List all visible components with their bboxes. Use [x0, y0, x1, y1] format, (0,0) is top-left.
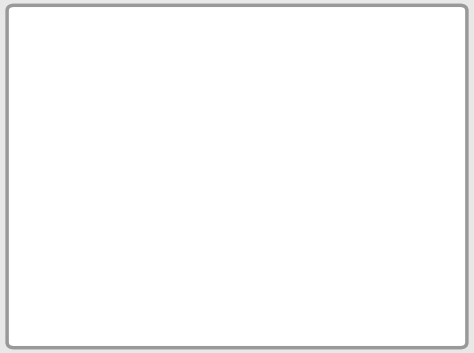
- Polygon shape: [194, 24, 233, 121]
- Text: Anterior Talofibular
Ligament: Anterior Talofibular Ligament: [32, 122, 175, 151]
- Polygon shape: [262, 222, 429, 264]
- Text: Calcaneous: Calcaneous: [35, 193, 128, 206]
- Polygon shape: [257, 215, 425, 256]
- Polygon shape: [265, 229, 433, 272]
- Polygon shape: [104, 176, 186, 212]
- Text: Talus: Talus: [259, 155, 321, 168]
- Polygon shape: [328, 172, 351, 190]
- Polygon shape: [225, 20, 258, 152]
- Text: Tibia: Tibia: [255, 95, 300, 117]
- Polygon shape: [267, 234, 435, 279]
- Polygon shape: [315, 170, 337, 189]
- Polygon shape: [95, 172, 191, 218]
- Polygon shape: [187, 139, 255, 176]
- Text: Navicular: Navicular: [281, 183, 352, 196]
- Polygon shape: [251, 205, 425, 250]
- Text: Anterior Tibiofibular
Ligament: Anterior Tibiofibular Ligament: [246, 122, 374, 143]
- Text: Fibula: Fibula: [137, 73, 184, 100]
- Text: Cuboid: Cuboid: [109, 228, 204, 255]
- Polygon shape: [191, 142, 250, 156]
- Text: Interosseous Membrane: Interosseous Membrane: [264, 47, 439, 78]
- Polygon shape: [252, 207, 420, 247]
- Polygon shape: [264, 227, 437, 274]
- Text: Calcaneofibular
Ligament: Calcaneofibular Ligament: [37, 157, 167, 179]
- Polygon shape: [187, 186, 252, 223]
- Polygon shape: [256, 213, 429, 258]
- Polygon shape: [250, 167, 301, 193]
- Text: Cuneiforms: Cuneiforms: [342, 199, 442, 212]
- Polygon shape: [266, 233, 438, 281]
- Polygon shape: [230, 27, 252, 146]
- Polygon shape: [261, 221, 433, 267]
- Polygon shape: [296, 169, 322, 189]
- Text: Metatarsals: Metatarsals: [165, 254, 269, 295]
- Polygon shape: [175, 20, 202, 146]
- Polygon shape: [179, 27, 199, 141]
